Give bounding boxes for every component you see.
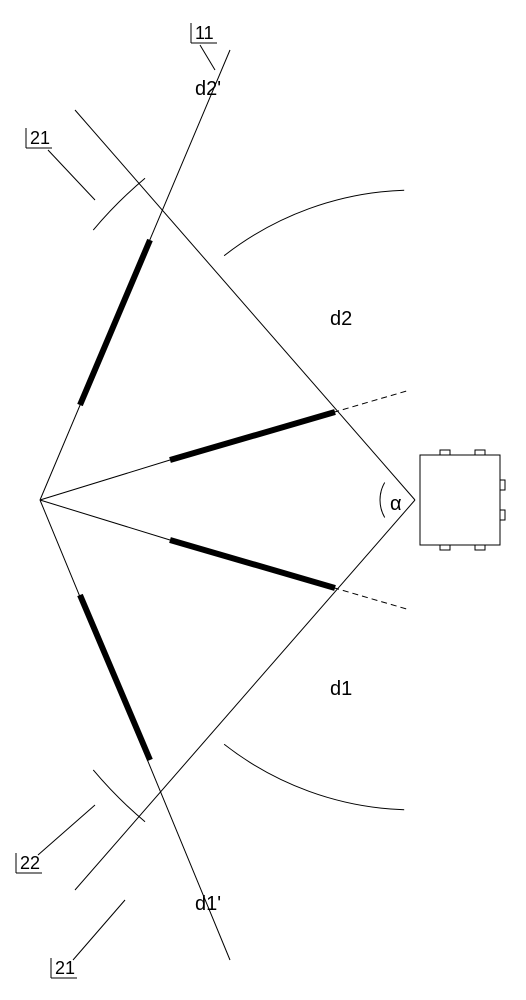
arc-d2 xyxy=(224,190,404,256)
arc-alpha xyxy=(380,483,385,518)
camera-nub-4 xyxy=(500,480,505,490)
callout-label-c11: 11 xyxy=(195,23,214,43)
ray-upper-inner-solid xyxy=(40,460,170,500)
camera-ray-upper xyxy=(75,110,415,500)
bar-upper-outer xyxy=(80,240,150,405)
camera-box xyxy=(420,455,500,545)
callout-leader-c21_bot xyxy=(73,900,125,960)
bar-lower-inner xyxy=(170,540,335,588)
label-d2p: d2' xyxy=(195,78,221,100)
technical-diagram: 11 21 22 21 d2' d2 α d1 d1' xyxy=(0,0,526,1000)
ray-lower-inner-solid xyxy=(40,500,170,540)
bar-lower-outer xyxy=(80,595,150,760)
arc-d2p xyxy=(93,178,145,230)
label-alpha: α xyxy=(390,493,402,515)
label-d1: d1 xyxy=(330,678,352,700)
label-d1p: d1' xyxy=(195,893,221,915)
label-d2: d2 xyxy=(330,308,352,330)
callout-leader-c21_top xyxy=(48,150,95,200)
camera-nub-2 xyxy=(440,545,450,550)
camera-nub-5 xyxy=(500,510,505,520)
callout-leader-c11 xyxy=(200,45,215,70)
callout-label-c22: 22 xyxy=(20,853,40,873)
camera-nub-1 xyxy=(475,450,485,455)
camera-ray-lower xyxy=(75,500,415,890)
camera-nub-0 xyxy=(440,450,450,455)
callout-label-c21_top: 21 xyxy=(30,128,50,148)
callout-leader-c22 xyxy=(38,805,95,855)
arc-d1 xyxy=(224,744,404,810)
bar-upper-inner xyxy=(170,412,335,460)
callout-label-c21_bot: 21 xyxy=(55,958,75,978)
camera-nub-3 xyxy=(475,545,485,550)
arc-d1p xyxy=(93,770,145,822)
